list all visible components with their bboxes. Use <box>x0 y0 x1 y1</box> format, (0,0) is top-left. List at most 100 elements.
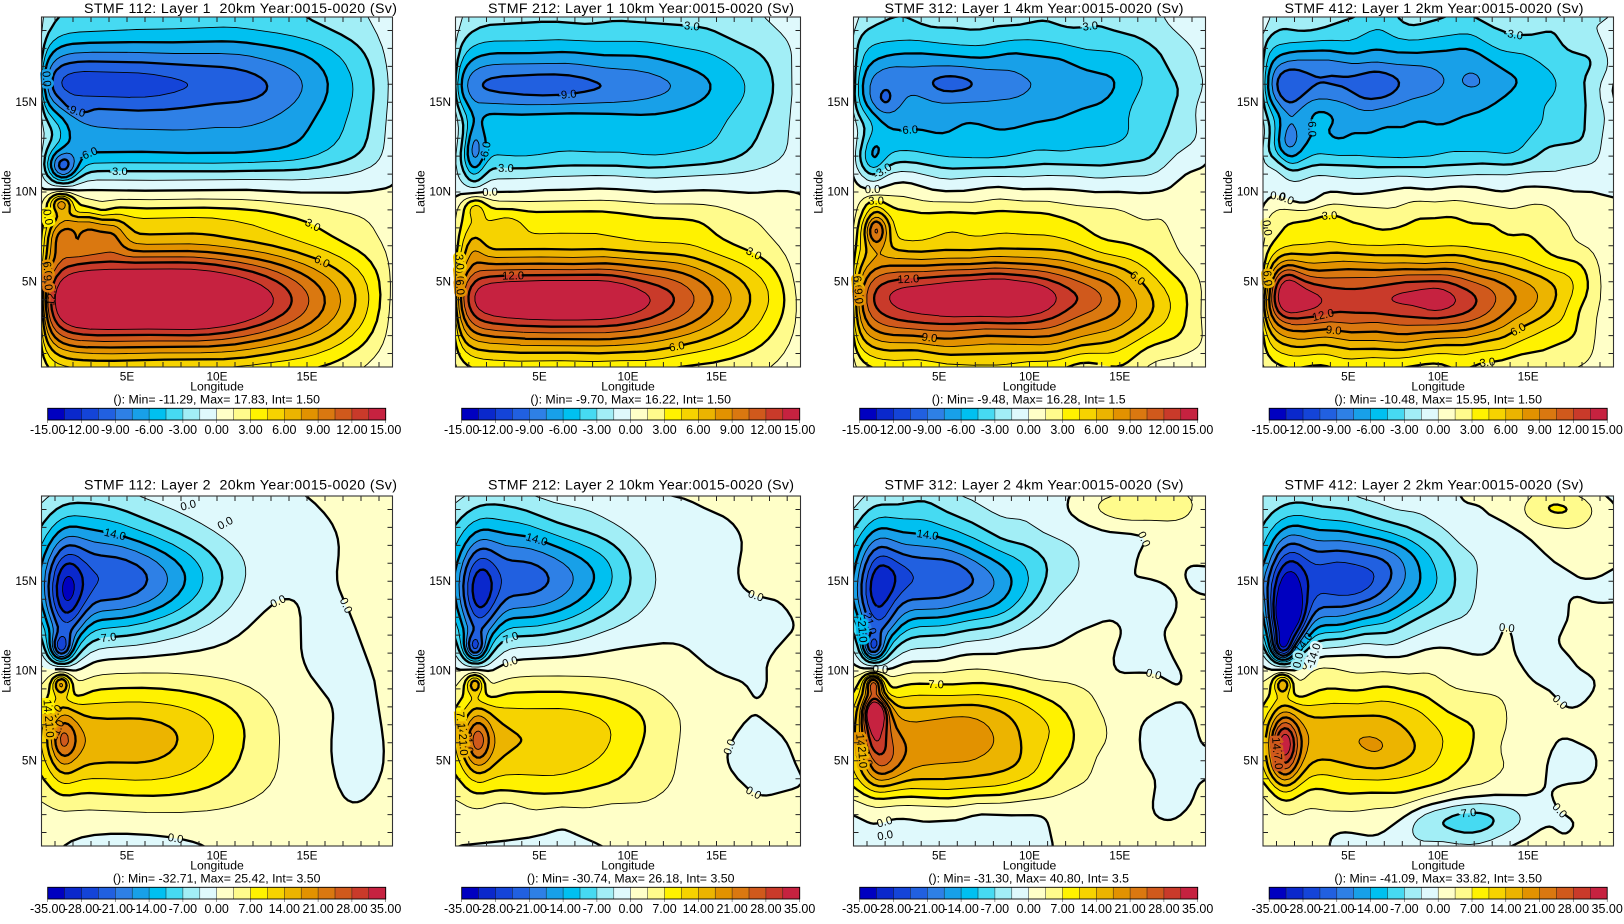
svg-text:STMF 212: Layer 2 10km Year:00: STMF 212: Layer 2 10km Year:0015-0020 (S… <box>488 478 794 494</box>
svg-text:Longitude: Longitude <box>1003 859 1057 873</box>
svg-text:-6.0: -6.0 <box>478 141 493 162</box>
svg-text:21.00: 21.00 <box>1114 902 1145 916</box>
svg-text:-9.00: -9.00 <box>1323 423 1352 437</box>
svg-text:Longitude: Longitude <box>601 859 655 873</box>
svg-text:15E: 15E <box>706 848 727 862</box>
svg-text:15N: 15N <box>1237 95 1259 109</box>
svg-text:15N: 15N <box>429 95 451 109</box>
svg-text:21.0: 21.0 <box>461 731 475 754</box>
svg-text:-35.00: -35.00 <box>444 902 479 916</box>
svg-text:-6.0: -6.0 <box>1305 117 1317 137</box>
svg-text:3.0: 3.0 <box>868 195 884 207</box>
svg-text:Longitude: Longitude <box>190 380 244 394</box>
svg-text:15E: 15E <box>1518 369 1539 383</box>
svg-text:10N: 10N <box>429 185 451 199</box>
svg-text:-3.0: -3.0 <box>494 163 514 175</box>
svg-text:15.00: 15.00 <box>1182 423 1213 437</box>
svg-text:-35.00: -35.00 <box>842 902 877 916</box>
svg-text:(): Min= -41.09, Max= 33.82, I: (): Min= -41.09, Max= 33.82, Int= 3.50 <box>1334 872 1542 886</box>
svg-text:STMF 312: Layer 1 4km Year:001: STMF 312: Layer 1 4km Year:0015-0020 (Sv… <box>885 1 1184 17</box>
svg-text:0.0: 0.0 <box>872 663 889 676</box>
svg-text:3.00: 3.00 <box>652 423 676 437</box>
svg-text:(): Min= -9.70, Max= 16.22, In: (): Min= -9.70, Max= 16.22, Int= 1.50 <box>530 393 731 407</box>
svg-text:-35.00: -35.00 <box>1251 902 1286 916</box>
svg-text:3.0: 3.0 <box>1321 210 1337 223</box>
svg-text:-6.00: -6.00 <box>1356 423 1385 437</box>
svg-text:6.00: 6.00 <box>686 423 710 437</box>
svg-text:6.00: 6.00 <box>1494 423 1518 437</box>
svg-text:-21.00: -21.00 <box>910 902 945 916</box>
svg-text:15N: 15N <box>429 574 451 588</box>
svg-text:Latitude: Latitude <box>414 170 428 214</box>
svg-text:12.00: 12.00 <box>1148 423 1179 437</box>
svg-text:0.0: 0.0 <box>876 829 894 844</box>
svg-text:0.0: 0.0 <box>482 186 498 199</box>
svg-text:0.00: 0.00 <box>619 423 643 437</box>
svg-text:7.00: 7.00 <box>238 902 262 916</box>
svg-text:14.00: 14.00 <box>1490 902 1521 916</box>
svg-text:-7.0: -7.0 <box>96 631 117 645</box>
svg-text:-15.00: -15.00 <box>444 423 479 437</box>
svg-text:-9.00: -9.00 <box>913 423 942 437</box>
svg-text:-28.00: -28.00 <box>1285 902 1320 916</box>
svg-text:-3.00: -3.00 <box>981 423 1010 437</box>
svg-text:6.0: 6.0 <box>1260 270 1273 287</box>
svg-text:-3.0: -3.0 <box>1078 20 1099 34</box>
svg-text:15E: 15E <box>706 369 727 383</box>
svg-text:5N: 5N <box>436 753 451 767</box>
svg-text:-9.0: -9.0 <box>557 88 577 102</box>
svg-text:5E: 5E <box>932 369 947 383</box>
svg-text:7.0: 7.0 <box>1271 753 1284 770</box>
svg-text:-6.00: -6.00 <box>549 423 578 437</box>
svg-text:35.00: 35.00 <box>370 902 401 916</box>
svg-text:-7.00: -7.00 <box>169 902 198 916</box>
svg-text:(): Min= -30.74, Max= 26.18, I: (): Min= -30.74, Max= 26.18, Int= 3.50 <box>527 872 735 886</box>
svg-text:(): Min= -10.48, Max= 15.95, I: (): Min= -10.48, Max= 15.95, Int= 1.50 <box>1334 393 1542 407</box>
svg-text:-21.0: -21.0 <box>855 616 869 643</box>
svg-text:-3.0: -3.0 <box>680 20 700 34</box>
svg-text:10E: 10E <box>1019 848 1040 862</box>
svg-text:7.00: 7.00 <box>1460 902 1484 916</box>
svg-text:-28.00: -28.00 <box>478 902 513 916</box>
svg-text:10N: 10N <box>429 664 451 678</box>
svg-text:-28.00: -28.00 <box>876 902 911 916</box>
svg-text:-35.00: -35.00 <box>30 902 65 916</box>
svg-text:-7.00: -7.00 <box>583 902 612 916</box>
svg-text:5N: 5N <box>834 274 849 288</box>
svg-text:5E: 5E <box>532 369 547 383</box>
svg-text:0.00: 0.00 <box>1017 902 1041 916</box>
svg-text:21.00: 21.00 <box>1524 902 1555 916</box>
svg-text:9.00: 9.00 <box>1527 423 1551 437</box>
svg-text:15E: 15E <box>297 848 318 862</box>
svg-text:Latitude: Latitude <box>0 170 14 214</box>
svg-text:21.0: 21.0 <box>456 733 470 756</box>
svg-text:6.00: 6.00 <box>1084 423 1108 437</box>
svg-text:21.0: 21.0 <box>42 715 56 738</box>
svg-text:3.0: 3.0 <box>452 254 466 271</box>
svg-text:0.0: 0.0 <box>876 815 894 831</box>
svg-text:21.0: 21.0 <box>855 746 869 769</box>
svg-text:-28.00: -28.00 <box>64 902 99 916</box>
svg-text:10N: 10N <box>15 664 37 678</box>
svg-text:-15.00: -15.00 <box>30 423 65 437</box>
svg-text:-21.00: -21.00 <box>1319 902 1354 916</box>
svg-text:35.00: 35.00 <box>1182 902 1213 916</box>
svg-text:10E: 10E <box>1428 848 1449 862</box>
svg-text:0.0: 0.0 <box>167 832 184 846</box>
svg-text:10E: 10E <box>207 369 228 383</box>
svg-text:12.00: 12.00 <box>1558 423 1589 437</box>
svg-text:-7.00: -7.00 <box>981 902 1010 916</box>
svg-text:STMF 412: Layer 2 2km Year:001: STMF 412: Layer 2 2km Year:0015-0020 (Sv… <box>1285 478 1584 494</box>
svg-text:0.00: 0.00 <box>1017 423 1041 437</box>
svg-text:Latitude: Latitude <box>812 649 826 693</box>
svg-text:10N: 10N <box>827 185 849 199</box>
svg-text:28.00: 28.00 <box>336 902 367 916</box>
svg-text:-14.00: -14.00 <box>1353 902 1388 916</box>
svg-text:-14.0: -14.0 <box>912 528 939 543</box>
svg-text:-12.00: -12.00 <box>1285 423 1320 437</box>
svg-text:28.00: 28.00 <box>750 902 781 916</box>
svg-text:-14.00: -14.00 <box>943 902 978 916</box>
svg-text:Longitude: Longitude <box>1411 859 1465 873</box>
svg-text:0.00: 0.00 <box>205 423 229 437</box>
svg-text:5N: 5N <box>436 274 451 288</box>
